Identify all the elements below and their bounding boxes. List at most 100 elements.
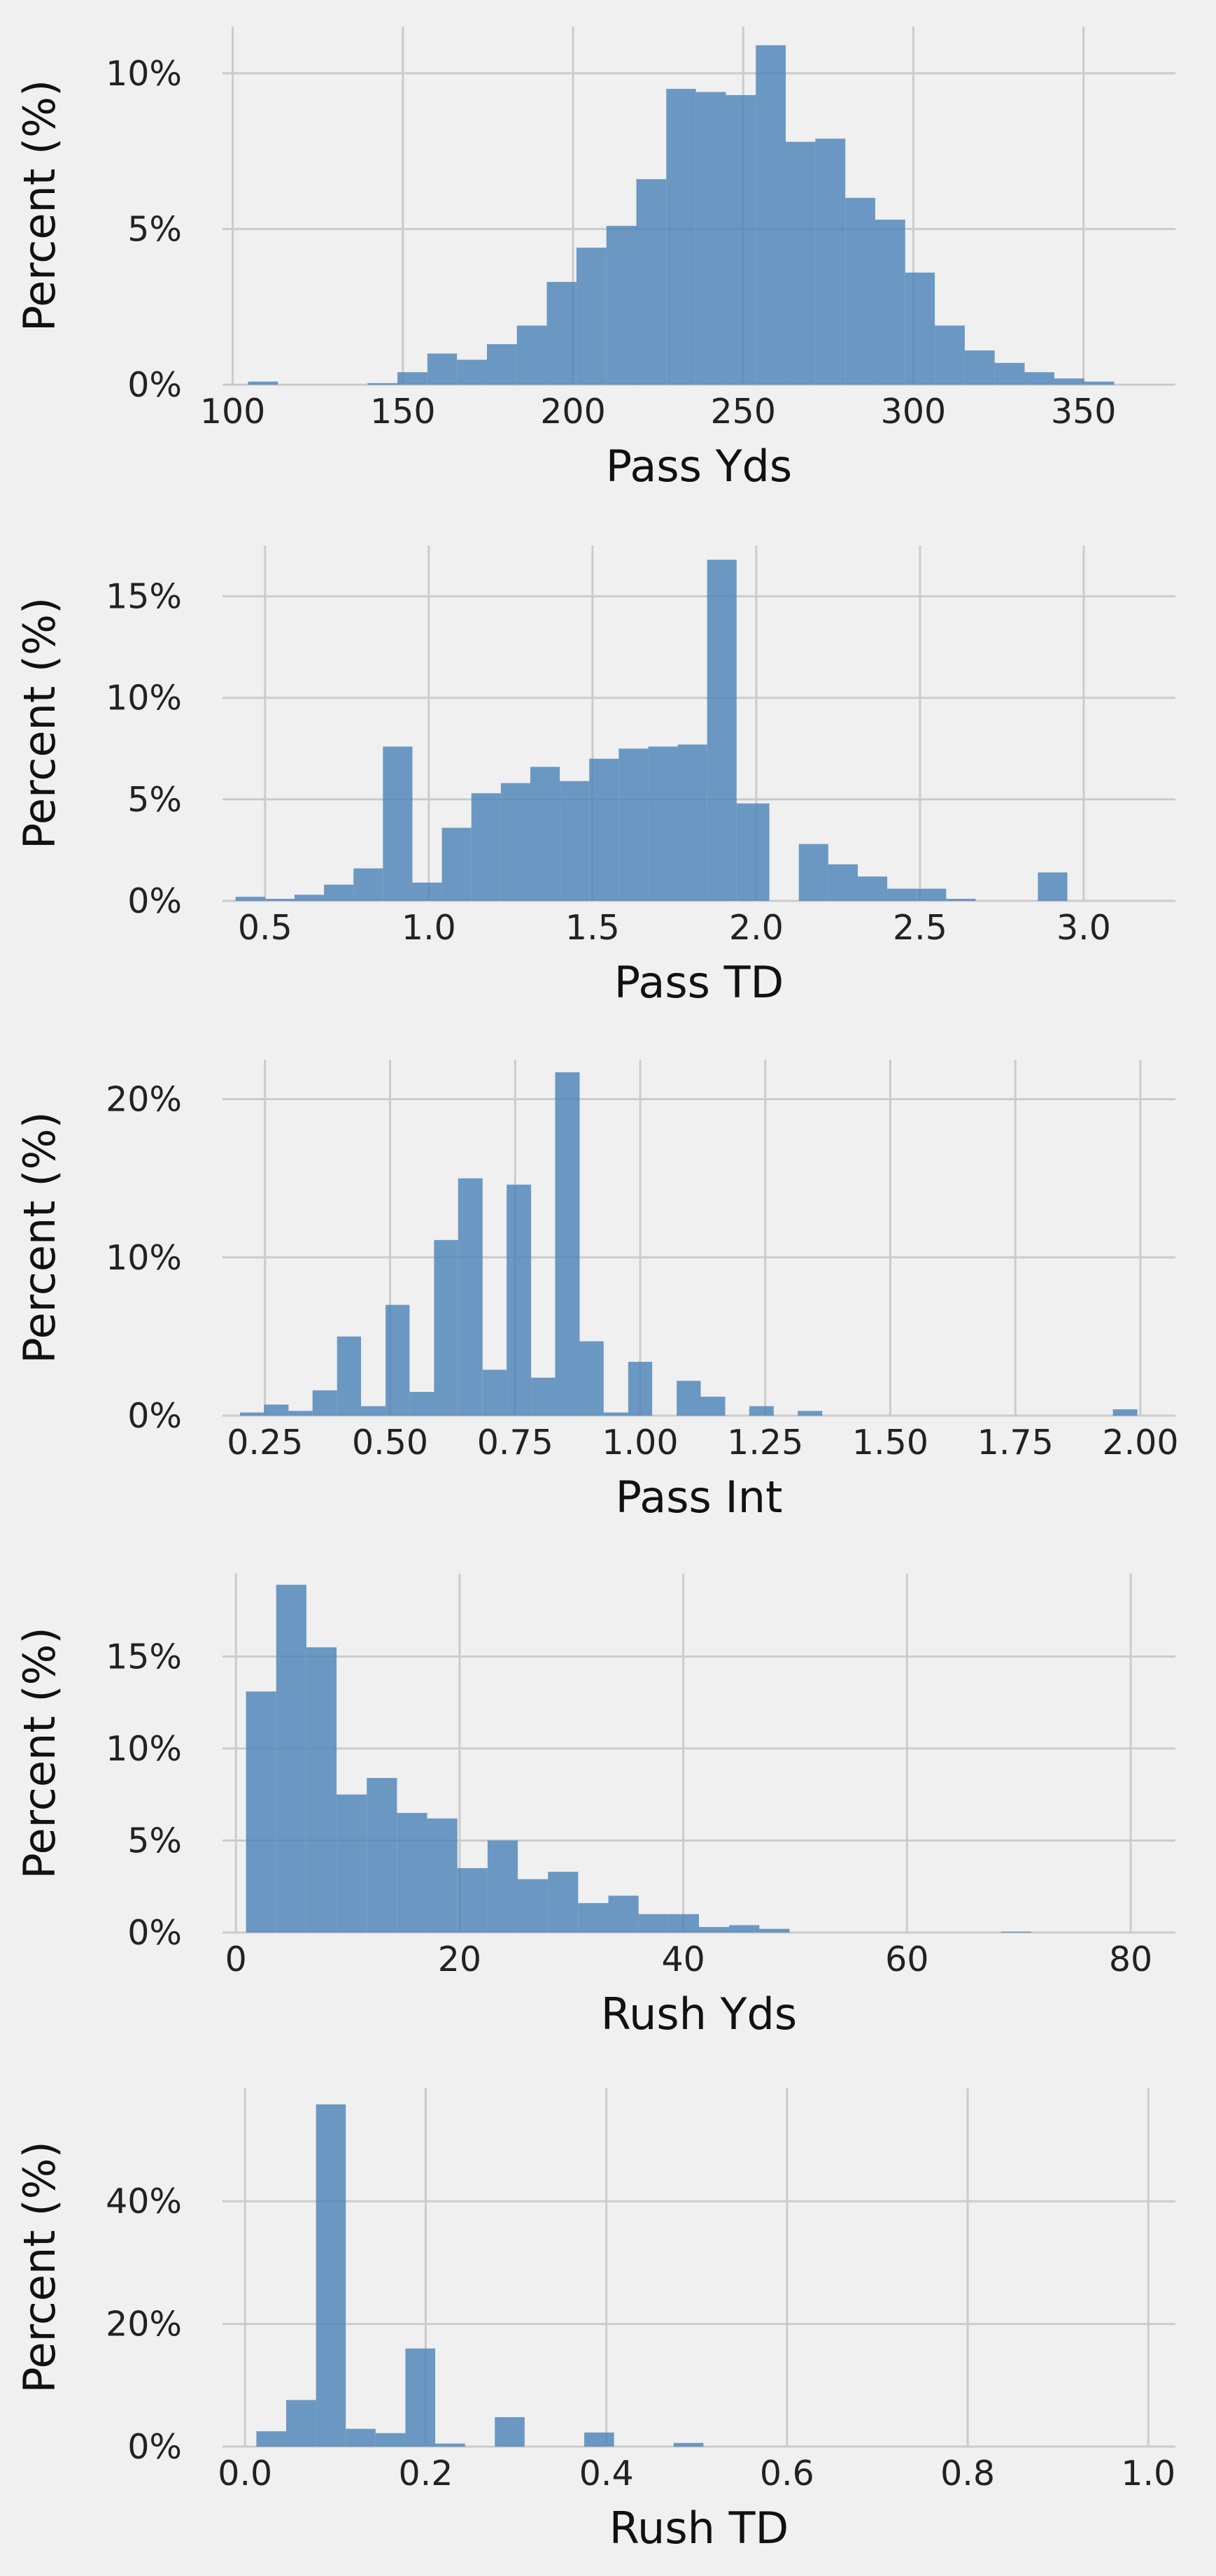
histogram-bar (994, 362, 1025, 385)
x-tick-label: 0.8 (940, 2454, 995, 2493)
histogram-bar (248, 381, 278, 385)
histogram-bar (858, 876, 888, 901)
histogram-bar (964, 350, 995, 385)
x-tick-label: 20 (438, 1940, 481, 1979)
histogram-bar (1112, 1409, 1138, 1416)
y-tick-label: 20% (106, 1080, 182, 1120)
histogram-bar (482, 1369, 507, 1416)
histogram-bar (845, 197, 875, 385)
histogram-bar (397, 372, 427, 385)
histogram-bar (264, 1404, 289, 1416)
x-tick-label: 80 (1109, 1940, 1152, 1979)
chart-panel-2: 0.5 1.0 1.5 2.0 2.5 3.0 0% 5% 10% 15% Pass TD Perce… (14, 546, 1175, 1008)
x-tick-label: 150 (370, 392, 436, 432)
histogram-bar (648, 746, 678, 901)
x-tick-label: 100 (200, 392, 266, 432)
x-tick-label: 1.0 (1121, 2454, 1175, 2493)
y-tick-label: 15% (106, 577, 182, 617)
histogram-bar (546, 282, 577, 385)
histogram-bar (427, 1818, 458, 1933)
histogram-bar (353, 868, 383, 901)
histogram-bar (288, 1411, 313, 1416)
histogram-bar (1084, 381, 1115, 385)
histogram-bar (673, 2442, 704, 2447)
histogram-bar (666, 89, 696, 385)
histogram-bar (441, 827, 472, 901)
histogram-bar (495, 2417, 525, 2447)
histogram-bar (412, 882, 442, 901)
x-tick-label: 250 (710, 392, 776, 432)
histogram-bar (726, 94, 756, 385)
histogram-bar (695, 92, 726, 385)
histogram-bar (700, 1396, 726, 1416)
x-tick-label: 350 (1051, 392, 1117, 432)
chart-panel-3: 0.25 0.50 0.75 1.00 1.25 1.50 1.75 2.00 0% 10% 20%… (14, 1060, 1179, 1523)
x-tick-label: 60 (885, 1940, 928, 1979)
y-axis-title: Percent (%) (14, 1627, 65, 1879)
x-tick-label: 200 (540, 392, 606, 432)
histogram-bar (828, 864, 858, 901)
histogram-bar (815, 138, 846, 385)
y-tick-label: 10% (106, 54, 182, 94)
histogram-bar (383, 746, 413, 901)
histogram-bar (531, 1377, 556, 1416)
histogram-bar (548, 1872, 579, 1933)
x-tick-label: 2.0 (729, 908, 784, 948)
y-tick-label: 0% (127, 881, 182, 921)
histogram-bar (367, 1778, 397, 1933)
histogram-bar (427, 353, 458, 385)
histogram-bar (346, 2428, 376, 2447)
y-tick-label: 40% (106, 2182, 182, 2221)
histogram-bar (337, 1794, 367, 1933)
histogram-bar (471, 793, 501, 901)
histogram-bar (294, 895, 325, 901)
histogram-bar (749, 1406, 774, 1416)
x-tick-label: 3.0 (1056, 908, 1111, 948)
histogram-bar (256, 2431, 287, 2447)
chart-panel-5: 0.0 0.2 0.4 0.6 0.8 1.0 0% 20% 40% Rush TD Percent… (14, 2088, 1175, 2554)
histogram-bar (606, 225, 637, 385)
histogram-bar (729, 1925, 760, 1933)
histogram-bar (887, 888, 917, 901)
x-tick-label: 1.25 (727, 1423, 803, 1463)
y-tick-label: 10% (106, 1729, 182, 1769)
histogram-bar (668, 1914, 699, 1933)
histogram-bar (699, 1927, 730, 1933)
histogram-bar (638, 1914, 669, 1933)
y-axis-title: Percent (%) (14, 2141, 65, 2393)
x-tick-label: 300 (881, 392, 947, 432)
y-tick-label: 0% (127, 2427, 182, 2467)
x-tick-label: 1.75 (977, 1423, 1054, 1463)
x-tick-label: 0.75 (477, 1423, 553, 1463)
histogram-bar (786, 141, 816, 385)
histogram-bar (405, 2348, 436, 2447)
y-axis-title: Percent (%) (14, 1111, 65, 1363)
histogram-bar (500, 783, 530, 901)
histogram-bar (1038, 872, 1068, 901)
histogram-bar (337, 1336, 362, 1416)
histogram-bar (946, 899, 976, 901)
x-tick-label: 0.4 (579, 2454, 634, 2493)
histogram-bar (555, 1072, 580, 1416)
histogram-bar (584, 2432, 614, 2447)
histogram-bar (286, 2400, 316, 2447)
histogram-bar (324, 884, 354, 901)
histogram-bar (677, 744, 707, 901)
x-tick-label: 0.5 (238, 908, 292, 948)
histogram-bar (264, 899, 295, 901)
x-tick-label: 0.6 (760, 2454, 814, 2493)
x-axis-title: Pass Int (616, 1472, 783, 1523)
y-axis-title: Percent (%) (14, 597, 65, 849)
histogram-bar (608, 1895, 639, 1933)
x-tick-label: 1.00 (602, 1423, 678, 1463)
histogram-bar (875, 220, 905, 385)
histogram-bar (235, 897, 265, 901)
histogram-bar (516, 325, 547, 385)
x-axis-title: Rush Yds (601, 1988, 797, 2040)
x-tick-label: 0 (225, 1940, 247, 1979)
x-tick-label: 2.5 (893, 908, 947, 948)
histogram-bar (560, 781, 590, 901)
histogram-bar (435, 2443, 465, 2447)
histogram-bar (457, 1867, 488, 1933)
